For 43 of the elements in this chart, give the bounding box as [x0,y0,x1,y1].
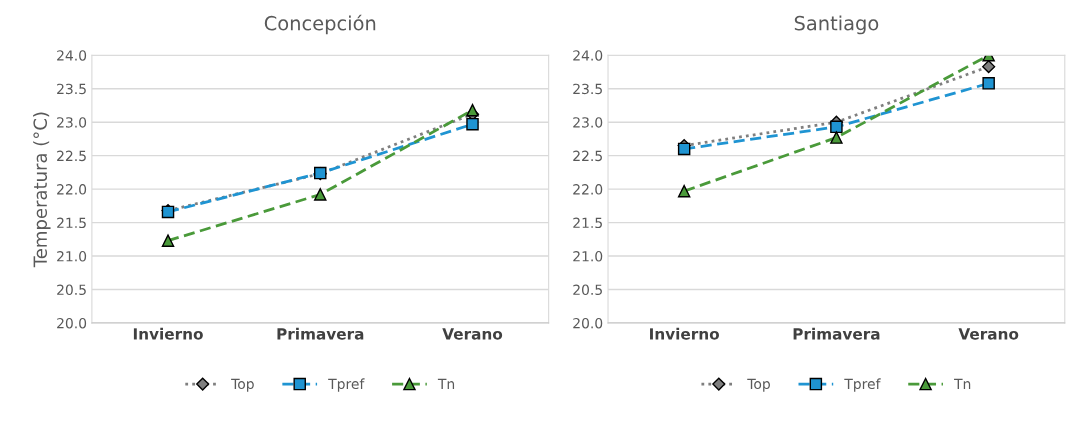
point [982,60,996,74]
x-tick-label: Verano [958,328,1019,340]
point [677,184,691,198]
y-tick-label: 20.0 [573,317,603,329]
y-tick-label: 24.0 [573,50,603,61]
legend-label: Top [747,378,770,392]
point [466,103,479,117]
point [161,234,175,247]
y-axis-title: Temperatura (°C) [33,112,51,268]
legend-label: Top [231,378,254,392]
point [982,77,995,90]
y-tick-label: 20.0 [57,317,87,329]
y-tick-label: 21.5 [573,217,602,229]
y-tick-label: 23.5 [57,83,86,95]
point [677,142,691,156]
y-tick-label: 24.0 [57,50,87,61]
y-tick-label: 20.5 [573,284,602,296]
y-tick-label: 21.0 [57,251,87,262]
y-tick-label: 21.0 [573,251,603,262]
point [830,131,843,144]
point [466,117,479,131]
y-tick-label: 23.0 [57,117,87,128]
y-tick-label: 21.5 [57,217,86,229]
x-tick-label: Primavera [793,327,880,340]
y-tick-label: 23.0 [573,117,603,128]
x-tick-label: Invierno [650,327,720,340]
legend-label: Tpref [844,378,881,392]
y-tick-label: 23.5 [573,83,602,95]
chart-title: Santiago [794,15,879,35]
legend-label: Tn [954,378,971,389]
y-tick-label: 22.5 [57,150,86,162]
point [830,120,843,134]
chart-title: Concepción [264,14,376,35]
y-tick-label: 20.5 [57,284,86,296]
y-tick-label: 22.5 [573,150,602,162]
x-tick-label: Primavera [277,327,364,340]
y-tick-label: 22.0 [57,184,87,195]
x-tick-label: Invierno [133,327,203,340]
legend-label: Tn [437,378,455,389]
legend-label: Tpref [328,378,365,392]
point [314,188,327,201]
y-tick-label: 22.0 [573,184,603,195]
x-tick-label: Verano [442,328,503,340]
